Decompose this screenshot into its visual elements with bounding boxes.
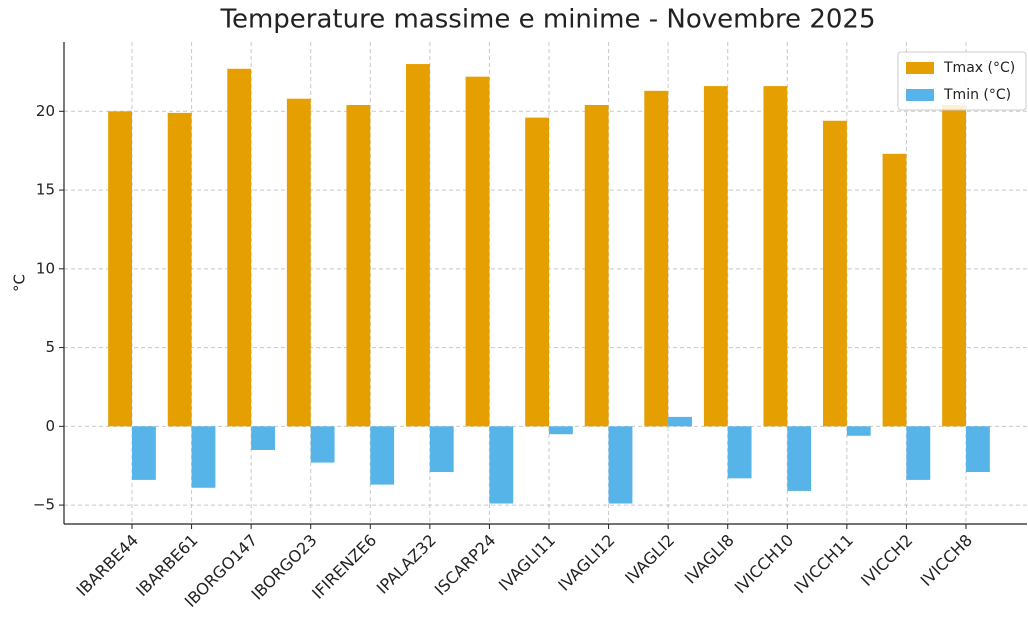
x-tick-label: IVICCH8 (917, 531, 976, 590)
x-tick-label: IPALAZ32 (373, 531, 440, 598)
bar (823, 120, 847, 427)
x-tick-label: IFIRENZE6 (308, 531, 380, 603)
legend-swatch (906, 62, 934, 74)
x-tick-label: IVAGLI11 (495, 531, 559, 595)
chart-title: Temperature massime e minime - Novembre … (220, 5, 876, 35)
y-tick-label: 5 (45, 338, 55, 356)
bar (227, 68, 252, 427)
bar (251, 426, 275, 450)
bar (406, 64, 430, 427)
bar (465, 76, 490, 427)
bar (644, 90, 669, 427)
legend-label: Tmin (°C) (943, 87, 1011, 103)
y-tick-label: 0 (45, 417, 55, 435)
bar (942, 105, 966, 427)
bar (108, 111, 132, 427)
y-tick-label: 20 (36, 102, 55, 120)
bar (167, 112, 192, 427)
bar (882, 153, 907, 427)
bar (906, 426, 931, 480)
bar (846, 426, 871, 436)
bar (310, 426, 335, 463)
bar (787, 426, 812, 491)
y-tick-label: −5 (33, 496, 55, 514)
legend-swatch (906, 89, 934, 101)
y-tick-label: 10 (36, 259, 55, 277)
bar (286, 98, 311, 427)
x-tick-label: IVAGLI2 (621, 531, 678, 588)
y-axis-label: °C (11, 274, 29, 292)
bar (584, 105, 609, 427)
bar (727, 426, 752, 479)
bar (370, 426, 395, 485)
bar (763, 86, 788, 427)
y-tick-label: 15 (36, 181, 55, 199)
x-tick-label: ISCARP24 (431, 531, 500, 600)
bar (346, 105, 371, 427)
x-tick-label: IBARBE44 (73, 531, 142, 600)
x-tick-label: IVAGLI8 (681, 531, 738, 588)
x-tick-label: IVICCH11 (790, 531, 857, 598)
bar (703, 86, 728, 427)
bar (489, 426, 514, 504)
x-tick-label: IVAGLI12 (554, 531, 618, 595)
bar (549, 426, 573, 435)
bar (966, 426, 990, 473)
bar (191, 426, 216, 488)
bar (525, 117, 549, 427)
bar (132, 426, 156, 480)
legend-label: Tmax (°C) (943, 60, 1015, 76)
bar (668, 416, 692, 427)
x-tick-label: IVICCH2 (857, 531, 916, 590)
x-tick-label: IVICCH10 (731, 531, 798, 598)
legend: Tmax (°C) Tmin (°C) (897, 51, 1027, 111)
bar (608, 426, 633, 504)
bar (429, 426, 454, 473)
